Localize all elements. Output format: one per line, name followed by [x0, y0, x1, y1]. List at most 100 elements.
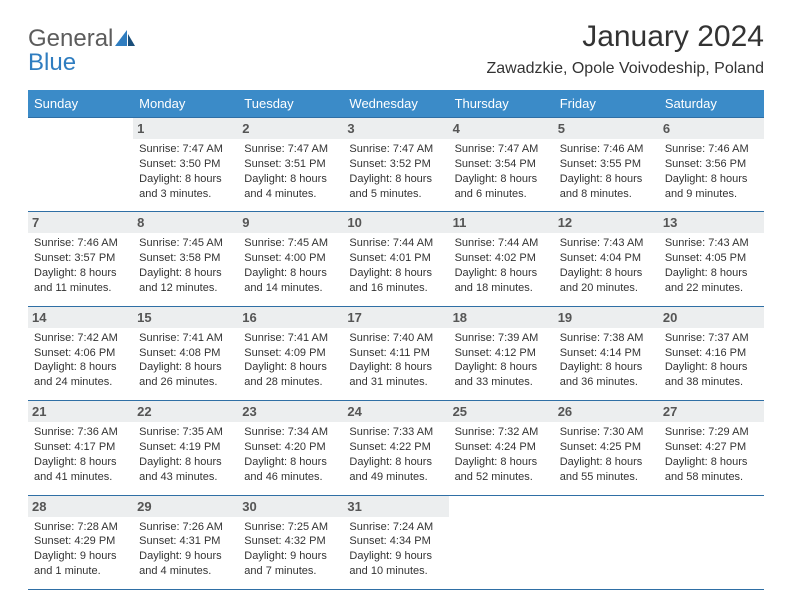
calendar-cell: 5Sunrise: 7:46 AMSunset: 3:55 PMDaylight… [554, 118, 659, 212]
daylight2-text: and 14 minutes. [244, 281, 337, 296]
sunset-text: Sunset: 4:16 PM [665, 346, 758, 361]
calendar-cell [449, 495, 554, 589]
day-info: Sunrise: 7:26 AMSunset: 4:31 PMDaylight:… [139, 520, 232, 579]
day-number: 21 [28, 401, 133, 422]
day-number: 28 [28, 496, 133, 517]
day-number: 29 [133, 496, 238, 517]
daylight2-text: and 46 minutes. [244, 470, 337, 485]
calendar-week: 21Sunrise: 7:36 AMSunset: 4:17 PMDayligh… [28, 401, 764, 495]
sunrise-text: Sunrise: 7:24 AM [349, 520, 442, 535]
calendar-cell: 20Sunrise: 7:37 AMSunset: 4:16 PMDayligh… [659, 306, 764, 400]
sunset-text: Sunset: 4:24 PM [455, 440, 548, 455]
calendar-cell: 29 Sunrise: 7:26 AMSunset: 4:31 PMDayligh… [133, 495, 238, 589]
day-number: 19 [554, 307, 659, 328]
daylight2-text: and 55 minutes. [560, 470, 653, 485]
day-info: Sunrise: 7:43 AMSunset: 4:05 PMDaylight:… [665, 236, 758, 295]
day-info: Sunrise: 7:39 AMSunset: 4:12 PMDaylight:… [455, 331, 548, 390]
day-info: Sunrise: 7:41 AMSunset: 4:09 PMDaylight:… [244, 331, 337, 390]
daylight2-text: and 3 minutes. [139, 187, 232, 202]
daylight2-text: and 8 minutes. [560, 187, 653, 202]
day-number: 6 [659, 118, 764, 139]
sunset-text: Sunset: 4:09 PM [244, 346, 337, 361]
sunset-text: Sunset: 4:32 PM [244, 534, 337, 549]
day-number: 1 [133, 118, 238, 139]
day-number: 14 [28, 307, 133, 328]
day-info: Sunrise: 7:47 AMSunset: 3:50 PMDaylight:… [139, 142, 232, 201]
sunrise-text: Sunrise: 7:46 AM [665, 142, 758, 157]
sunset-text: Sunset: 4:34 PM [349, 534, 442, 549]
day-info: Sunrise: 7:40 AMSunset: 4:11 PMDaylight:… [349, 331, 442, 390]
sunrise-text: Sunrise: 7:42 AM [34, 331, 127, 346]
day-number: 16 [238, 307, 343, 328]
daylight1-text: Daylight: 8 hours [560, 172, 653, 187]
day-number: 26 [554, 401, 659, 422]
calendar-cell: 31Sunrise: 7:24 AMSunset: 4:34 PMDayligh… [343, 495, 448, 589]
day-number: 30 [238, 496, 343, 517]
day-info: Sunrise: 7:37 AMSunset: 4:16 PMDaylight:… [665, 331, 758, 390]
daylight2-text: and 12 minutes. [139, 281, 232, 296]
sunset-text: Sunset: 3:56 PM [665, 157, 758, 172]
calendar-cell: 1 Sunrise: 7:47 AMSunset: 3:50 PMDaylight… [133, 118, 238, 212]
daylight2-text: and 9 minutes. [665, 187, 758, 202]
calendar-cell: 8Sunrise: 7:45 AMSunset: 3:58 PMDaylight… [133, 212, 238, 306]
calendar-cell: 28 Sunrise: 7:28 AMSunset: 4:29 PMDayligh… [28, 495, 133, 589]
day-info: Sunrise: 7:34 AMSunset: 4:20 PMDaylight:… [244, 425, 337, 484]
daylight1-text: Daylight: 8 hours [665, 172, 758, 187]
day-number: 7 [28, 212, 133, 233]
sunrise-text: Sunrise: 7:40 AM [349, 331, 442, 346]
daylight1-text: Daylight: 8 hours [665, 455, 758, 470]
daylight1-text: Daylight: 9 hours [34, 549, 127, 564]
daylight1-text: Daylight: 8 hours [560, 360, 653, 375]
calendar-cell: 11Sunrise: 7:44 AMSunset: 4:02 PMDayligh… [449, 212, 554, 306]
calendar-cell: 7Sunrise: 7:46 AMSunset: 3:57 PMDaylight… [28, 212, 133, 306]
day-info: Sunrise: 7:46 AMSunset: 3:56 PMDaylight:… [665, 142, 758, 201]
sunset-text: Sunset: 4:05 PM [665, 251, 758, 266]
day-number: 22 [133, 401, 238, 422]
calendar-week: 28 Sunrise: 7:28 AMSunset: 4:29 PMDayligh… [28, 495, 764, 589]
calendar-week: 1 Sunrise: 7:47 AMSunset: 3:50 PMDaylight… [28, 118, 764, 212]
calendar-cell: 12Sunrise: 7:43 AMSunset: 4:04 PMDayligh… [554, 212, 659, 306]
sunrise-text: Sunrise: 7:47 AM [349, 142, 442, 157]
day-number: 17 [343, 307, 448, 328]
calendar-cell [28, 118, 133, 212]
calendar-cell: 3Sunrise: 7:47 AMSunset: 3:52 PMDaylight… [343, 118, 448, 212]
day-number: 12 [554, 212, 659, 233]
daylight2-text: and 20 minutes. [560, 281, 653, 296]
sunrise-text: Sunrise: 7:47 AM [139, 142, 232, 157]
sunrise-text: Sunrise: 7:43 AM [560, 236, 653, 251]
weekday-wednesday: Wednesday [343, 90, 448, 118]
day-number: 3 [343, 118, 448, 139]
day-number: 27 [659, 401, 764, 422]
sunrise-text: Sunrise: 7:47 AM [244, 142, 337, 157]
daylight1-text: Daylight: 8 hours [139, 360, 232, 375]
sunrise-text: Sunrise: 7:39 AM [455, 331, 548, 346]
daylight2-text: and 49 minutes. [349, 470, 442, 485]
sunset-text: Sunset: 4:20 PM [244, 440, 337, 455]
day-info: Sunrise: 7:44 AMSunset: 4:02 PMDaylight:… [455, 236, 548, 295]
day-info: Sunrise: 7:24 AMSunset: 4:34 PMDaylight:… [349, 520, 442, 579]
weekday-friday: Friday [554, 90, 659, 118]
sunrise-text: Sunrise: 7:34 AM [244, 425, 337, 440]
day-info: Sunrise: 7:30 AMSunset: 4:25 PMDaylight:… [560, 425, 653, 484]
day-info: Sunrise: 7:28 AMSunset: 4:29 PMDaylight:… [34, 520, 127, 579]
daylight1-text: Daylight: 8 hours [244, 172, 337, 187]
calendar-table: Sunday Monday Tuesday Wednesday Thursday… [28, 90, 764, 590]
month-title: January 2024 [486, 20, 764, 54]
sunrise-text: Sunrise: 7:45 AM [139, 236, 232, 251]
day-number: 23 [238, 401, 343, 422]
daylight1-text: Daylight: 8 hours [560, 266, 653, 281]
day-number: 13 [659, 212, 764, 233]
day-info: Sunrise: 7:33 AMSunset: 4:22 PMDaylight:… [349, 425, 442, 484]
sunset-text: Sunset: 4:27 PM [665, 440, 758, 455]
sunrise-text: Sunrise: 7:36 AM [34, 425, 127, 440]
sunset-text: Sunset: 4:22 PM [349, 440, 442, 455]
daylight1-text: Daylight: 8 hours [34, 455, 127, 470]
calendar-cell: 24Sunrise: 7:33 AMSunset: 4:22 PMDayligh… [343, 401, 448, 495]
daylight1-text: Daylight: 8 hours [560, 455, 653, 470]
location-text: Zawadzkie, Opole Voivodeship, Poland [486, 60, 764, 78]
sunrise-text: Sunrise: 7:25 AM [244, 520, 337, 535]
sunrise-text: Sunrise: 7:32 AM [455, 425, 548, 440]
calendar-header: Sunday Monday Tuesday Wednesday Thursday… [28, 90, 764, 118]
day-number: 5 [554, 118, 659, 139]
day-info: Sunrise: 7:47 AMSunset: 3:51 PMDaylight:… [244, 142, 337, 201]
